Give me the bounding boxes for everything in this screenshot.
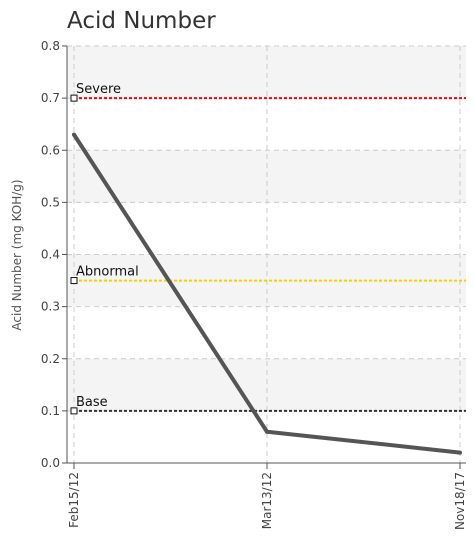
y-tick-labels: 0.0 0.1 0.2 0.3 0.4 0.5 0.6 0.7 0.8 <box>41 39 60 470</box>
data-point <box>265 429 269 434</box>
plot-band <box>67 358 466 411</box>
plot-band <box>67 46 466 99</box>
y-tick-label: 0.2 <box>41 352 60 366</box>
reference-marker-abnormal <box>70 277 78 285</box>
y-tick-label: 0.7 <box>41 91 60 105</box>
reference-label-base: Base <box>76 395 108 410</box>
y-tick-label: 0.6 <box>41 143 60 157</box>
reference-lines: Severe Abnormal Base <box>70 82 466 415</box>
y-tick-label: 0.1 <box>41 404 60 418</box>
plot-band <box>67 306 466 359</box>
x-tick-label: Mar13/12 <box>260 472 274 529</box>
reference-marker-severe <box>70 94 78 102</box>
chart-title: Acid Number <box>67 8 216 34</box>
series-lines <box>72 132 462 455</box>
reference-label-severe: Severe <box>76 82 121 97</box>
x-tick-labels: Feb15/12 Mar13/12 Nov18/17 <box>67 472 467 530</box>
y-tick-label: 0.8 <box>41 39 60 53</box>
reference-label-abnormal: Abnormal <box>76 265 139 280</box>
reference-marker-base <box>70 407 78 415</box>
y-tick-label: 0.4 <box>41 248 60 262</box>
data-point <box>458 450 462 455</box>
y-tick-label: 0.3 <box>41 300 60 314</box>
plot-band <box>67 98 466 151</box>
x-tick-label: Nov18/17 <box>453 472 467 530</box>
x-tick-label: Feb15/12 <box>67 472 81 528</box>
axes <box>62 45 466 469</box>
y-axis-title: Acid Number (mg KOH/g) <box>10 179 24 330</box>
y-tick-label: 0.5 <box>41 195 60 209</box>
y-tick-label: 0.0 <box>41 456 60 470</box>
data-point <box>72 132 76 137</box>
